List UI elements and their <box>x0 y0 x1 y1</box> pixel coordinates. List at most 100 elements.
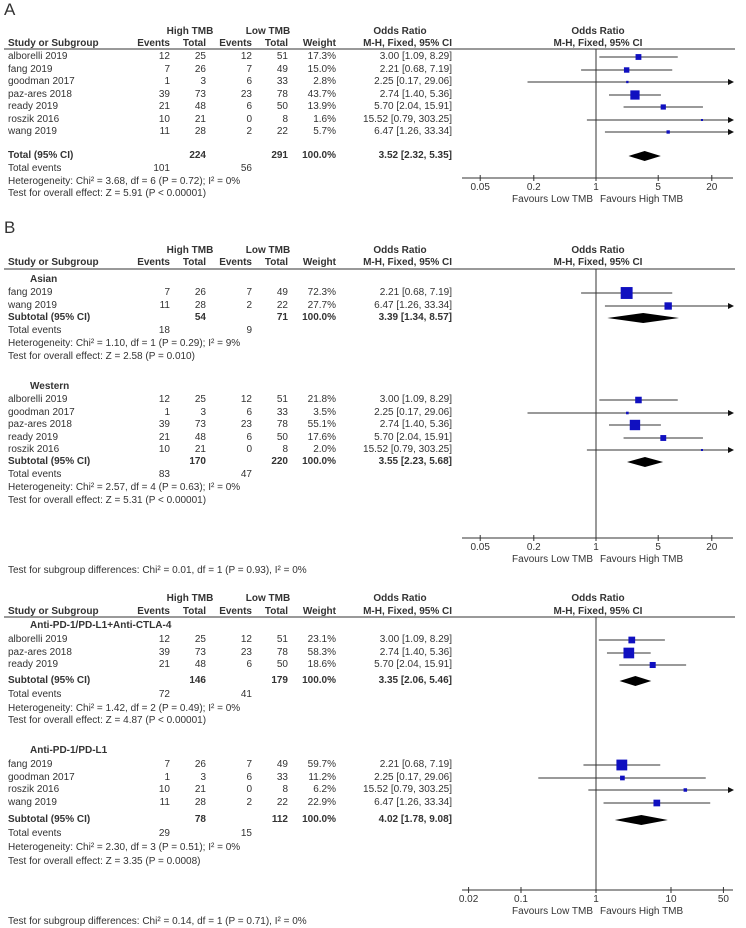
study-name: alborelli 2019 <box>8 51 68 62</box>
low-total: 51 <box>276 51 288 62</box>
header-plot-method: M-H, Fixed, 95% CI <box>553 38 643 49</box>
header-low-total: Total <box>264 38 288 49</box>
study-square <box>626 80 629 84</box>
study-square <box>660 435 667 441</box>
low-events: 0 <box>246 444 252 455</box>
low-total: 78 <box>276 89 288 100</box>
low-events: 12 <box>240 51 252 62</box>
total-events-high: 83 <box>158 469 170 480</box>
header-high-total: Total <box>182 606 206 617</box>
weight: 58.3% <box>307 647 336 658</box>
header-low-events: Events <box>219 38 252 49</box>
study-square <box>629 419 641 431</box>
study-name: wang 2019 <box>8 797 57 808</box>
high-events: 11 <box>159 126 170 137</box>
subgroup-name: Western <box>30 381 70 392</box>
low-events: 12 <box>240 634 252 645</box>
header-method: M-H, Fixed, 95% CI <box>363 257 452 268</box>
high-events: 1 <box>164 407 170 418</box>
header-weight: Weight <box>302 257 336 268</box>
header-weight: Weight <box>302 38 336 49</box>
high-total: 3 <box>200 772 206 783</box>
x-tick-label: 1 <box>593 542 599 553</box>
subtotal-high-total: 54 <box>194 312 206 323</box>
odds-ratio-ci: 2.74 [1.40, 5.36] <box>379 89 452 100</box>
low-events: 6 <box>246 407 252 418</box>
subgroup-name: Asian <box>30 274 58 285</box>
study-name: alborelli 2019 <box>8 634 68 645</box>
high-total: 26 <box>194 64 206 75</box>
study-name: ready 2019 <box>8 432 59 443</box>
header-high-tmb: High TMB <box>166 26 214 37</box>
odds-ratio-ci: 15.52 [0.79, 303.25] <box>363 114 452 125</box>
overall-effect-text: Test for overall effect: Z = 5.31 (P < 0… <box>8 495 207 506</box>
header-weight: Weight <box>302 606 336 617</box>
subtotal-low-total: 71 <box>276 312 288 323</box>
odds-ratio-ci: 5.70 [2.04, 15.91] <box>374 432 452 443</box>
total-events-high: 101 <box>153 163 170 174</box>
weight: 2.8% <box>313 76 336 87</box>
subgroup-name: Anti-PD-1/PD-L1+Anti-CTLA-4 <box>30 620 172 631</box>
high-events: 1 <box>164 76 170 87</box>
low-events: 0 <box>246 114 252 125</box>
total-events-low: 56 <box>240 163 252 174</box>
low-total: 51 <box>276 394 288 405</box>
low-events: 23 <box>240 89 252 100</box>
subtotal-high-total: 224 <box>189 150 206 161</box>
low-events: 2 <box>246 797 252 808</box>
low-events: 6 <box>246 772 252 783</box>
header-method: M-H, Fixed, 95% CI <box>363 606 452 617</box>
odds-ratio-ci: 15.52 [0.79, 303.25] <box>363 444 452 455</box>
overall-effect-text: Test for overall effect: Z = 3.35 (P = 0… <box>8 856 201 867</box>
header-high-total: Total <box>182 38 206 49</box>
header-low-events: Events <box>219 257 252 268</box>
low-total: 78 <box>276 419 288 430</box>
high-total: 21 <box>194 114 206 125</box>
header-low-tmb: Low TMB <box>245 26 291 37</box>
x-tick-label: 5 <box>655 182 661 193</box>
weight: 15.0% <box>307 64 336 75</box>
subtotal-label: Subtotal (95% CI) <box>8 312 91 323</box>
high-total: 28 <box>194 300 206 311</box>
header-high-tmb: High TMB <box>166 593 214 604</box>
weight: 18.6% <box>307 659 336 670</box>
high-events: 1 <box>164 772 170 783</box>
high-total: 3 <box>200 76 206 87</box>
weight: 11.2% <box>308 772 336 783</box>
odds-ratio-ci: 15.52 [0.79, 303.25] <box>363 784 452 795</box>
subgroup-name: Anti-PD-1/PD-L1 <box>30 745 108 756</box>
low-events: 6 <box>246 101 252 112</box>
study-square <box>630 90 640 100</box>
odds-ratio-ci: 6.47 [1.26, 33.34] <box>374 797 452 808</box>
low-total: 22 <box>276 300 288 311</box>
study-square <box>700 449 703 451</box>
high-total: 26 <box>194 759 206 770</box>
high-events: 39 <box>158 647 170 658</box>
ci-arrow <box>728 79 734 85</box>
study-square <box>683 788 688 792</box>
x-tick-label: 20 <box>706 182 718 193</box>
panel-label: A <box>4 0 16 19</box>
weight: 55.1% <box>307 419 336 430</box>
study-square <box>620 287 633 299</box>
overall-effect-text: Test for overall effect: Z = 4.87 (P < 0… <box>8 715 207 726</box>
low-total: 50 <box>276 659 288 670</box>
header-plot-method: M-H, Fixed, 95% CI <box>553 257 643 268</box>
ci-arrow <box>728 117 734 123</box>
study-square <box>635 54 642 60</box>
low-total: 33 <box>276 772 288 783</box>
odds-ratio-ci: 2.25 [0.17, 29.06] <box>374 407 452 418</box>
study-name: goodman 2017 <box>8 407 75 418</box>
total-events-label: Total events <box>8 828 62 839</box>
subtotal-low-total: 291 <box>271 150 288 161</box>
heterogeneity-text: Heterogeneity: Chi² = 1.42, df = 2 (P = … <box>8 703 241 714</box>
high-total: 73 <box>194 89 206 100</box>
header-plot-odds-ratio: Odds Ratio <box>571 26 625 37</box>
odds-ratio-ci: 5.70 [2.04, 15.91] <box>374 101 452 112</box>
header-plot-odds-ratio: Odds Ratio <box>571 245 625 256</box>
weight: 23.1% <box>307 634 336 645</box>
high-total: 48 <box>194 101 206 112</box>
low-events: 0 <box>246 784 252 795</box>
